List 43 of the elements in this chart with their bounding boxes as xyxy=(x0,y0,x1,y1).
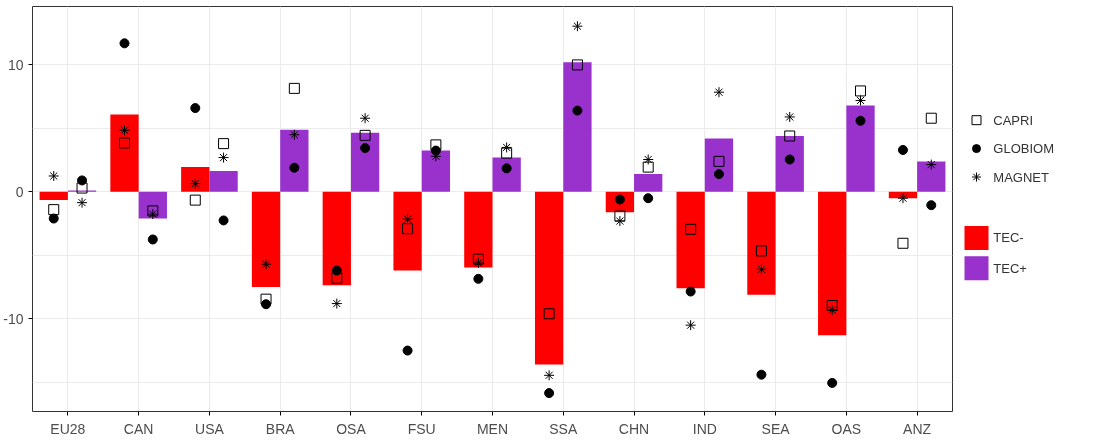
legend-label: GLOBIOM xyxy=(993,141,1054,157)
y-tick-label: -10 xyxy=(3,310,24,327)
x-tick-label: SSA xyxy=(549,420,578,437)
bar xyxy=(39,191,68,201)
x-tick-label: EU28 xyxy=(50,420,86,437)
bar xyxy=(634,174,663,192)
x-tick-label: SEA xyxy=(761,420,791,437)
bar xyxy=(917,161,946,192)
x-tick-label: USA xyxy=(195,420,225,437)
bar xyxy=(393,191,422,271)
bar xyxy=(704,138,734,192)
bar xyxy=(492,157,521,192)
bar xyxy=(563,62,592,192)
bar xyxy=(846,105,875,192)
bar xyxy=(350,132,380,192)
bar xyxy=(775,136,804,192)
legend-label: MAGNET xyxy=(993,169,1049,185)
bar xyxy=(322,191,351,286)
bar xyxy=(251,191,281,288)
y-tick-label: 10 xyxy=(7,56,24,73)
x-tick-label: ANZ xyxy=(903,420,932,437)
bar xyxy=(209,170,238,192)
legend-label: TEC- xyxy=(993,230,1024,246)
x-tick-label: CHN xyxy=(618,420,650,437)
bar xyxy=(421,150,451,192)
x-tick-label: MEN xyxy=(476,420,509,437)
x-tick-label: FSU xyxy=(407,420,436,437)
bar xyxy=(280,129,309,192)
bar xyxy=(747,191,776,295)
y-tick-label: 0 xyxy=(15,183,24,200)
bar xyxy=(818,191,847,336)
x-tick-label: IND xyxy=(692,420,717,437)
x-tick-label: BRA xyxy=(265,420,296,437)
bar xyxy=(110,114,139,192)
bar xyxy=(181,167,210,192)
x-tick-label: OAS xyxy=(831,420,862,437)
bar xyxy=(534,191,564,365)
legend-label: TEC+ xyxy=(993,260,1027,276)
legend-label: CAPRI xyxy=(993,112,1034,128)
x-tick-label: OSA xyxy=(336,420,367,437)
bar xyxy=(676,191,705,289)
bar xyxy=(464,191,493,268)
x-tick-label: CAN xyxy=(123,420,154,437)
